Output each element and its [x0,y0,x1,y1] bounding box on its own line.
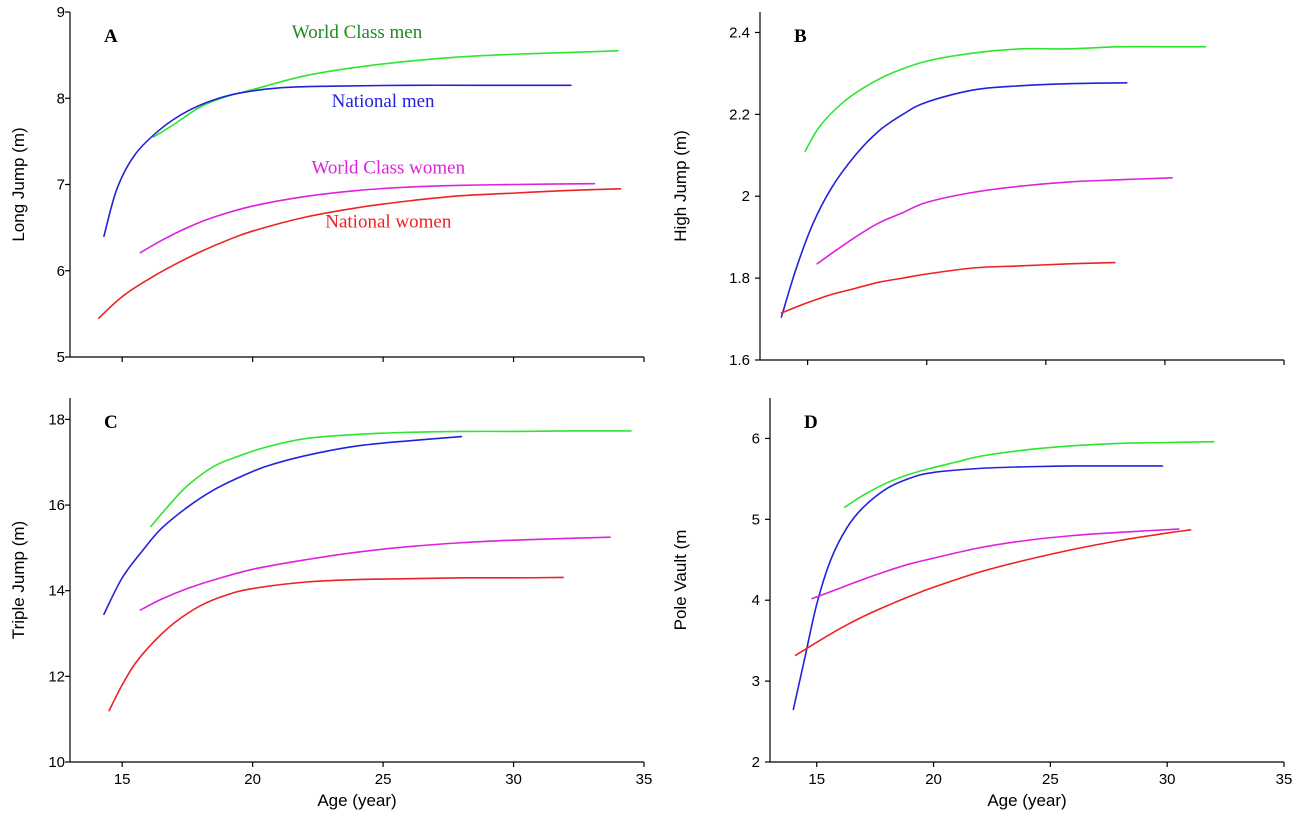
y-axis-title: High Jump (m) [671,130,690,241]
series-line-national-women [794,529,1192,657]
y-tick-label: 14 [48,583,65,600]
x-tick-label: 20 [244,771,261,788]
y-tick-label: 1.8 [729,270,750,287]
series-line-world-class-men [150,430,632,528]
series-line-national-women [108,576,564,712]
x-tick-label: 30 [505,771,522,788]
x-tick-label: 25 [375,771,392,788]
series-line-national-women [97,188,622,319]
y-tick-label: 18 [48,411,65,428]
chart-panel-a: 5 6 7 8 9 Long Jump (m) A World Class men Nation… [9,4,645,366]
chart-panel-c: 10 12 14 16 18 15 20 25 30 35 Triple Jump (m) Age (… [9,398,652,810]
series-line-world-class-women [816,177,1173,265]
y-tick-label: 3 [752,673,760,690]
series-line-world-class-men [152,50,619,138]
y-tick-label: 16 [48,497,65,514]
series-label-national-men: National men [332,91,435,112]
y-tick-label: 12 [48,668,65,685]
y-tick-label: 9 [57,4,65,21]
x-tick-label: 35 [1276,771,1293,788]
x-tick-label: 20 [925,771,942,788]
y-axis-title: Pole Vault (m [671,530,690,631]
y-tick-label: 6 [752,430,760,447]
y-tick-label: 2.4 [729,24,750,41]
series-line-world-class-women [139,182,596,254]
x-tick-label: 35 [636,771,653,788]
y-axis-title: Long Jump (m) [9,127,28,241]
panel-letter: A [104,26,118,47]
chart-panel-b: 1.6 1.8 2 2.2 2.4 High Jump (m) B [671,12,1285,369]
panel-letter: D [804,412,818,433]
panel-letter: B [794,26,807,47]
chart-panel-d: 2 3 4 5 6 15 20 25 30 35 Pole Vault (m Age (year) D [671,398,1292,810]
y-tick-label: 10 [48,754,65,771]
x-tick-label: 15 [808,771,825,788]
series-line-world-class-women [139,536,611,611]
series-line-national-men [780,82,1128,318]
y-tick-label: 2 [742,188,750,205]
series-label-national-women: National women [325,212,452,233]
y-tick-label: 5 [752,511,760,528]
y-tick-label: 6 [57,263,65,280]
series-line-national-men [792,465,1164,711]
x-axis-title: Age (year) [987,791,1066,810]
y-axis-title: Triple Jump (m) [9,521,28,639]
series-label-world-class-women: World Class women [311,157,465,178]
y-tick-label: 7 [57,177,65,194]
x-tick-label: 25 [1042,771,1059,788]
y-tick-label: 4 [752,592,760,609]
x-tick-label: 15 [114,771,131,788]
y-tick-label: 1.6 [729,352,750,369]
y-tick-label: 8 [57,90,65,107]
y-tick-label: 2 [752,754,760,771]
series-line-world-class-men [804,45,1207,152]
series-line-world-class-women [811,528,1180,600]
series-line-national-women [780,261,1116,314]
y-tick-label: 2.2 [729,106,750,123]
y-tick-label: 5 [57,349,65,366]
panel-letter: C [104,412,118,433]
series-line-world-class-men [843,440,1215,508]
series-line-national-men [103,435,463,616]
x-tick-label: 30 [1159,771,1176,788]
series-line-national-men [103,84,572,238]
x-axis-title: Age (year) [317,791,396,810]
series-label-world-class-men-label: World Class men [292,22,423,43]
